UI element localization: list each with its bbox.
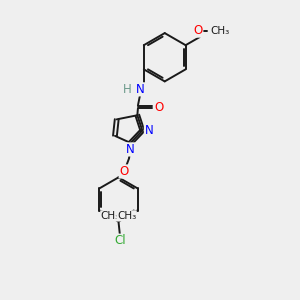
Text: N: N <box>144 124 153 137</box>
Text: O: O <box>154 100 163 113</box>
Text: CH₃: CH₃ <box>117 211 136 221</box>
Text: O: O <box>194 24 203 37</box>
Text: CH₃: CH₃ <box>101 211 120 221</box>
Text: N: N <box>126 143 135 156</box>
Text: Cl: Cl <box>114 234 126 247</box>
Text: O: O <box>119 165 128 178</box>
Text: N: N <box>136 83 145 96</box>
Text: H: H <box>123 83 132 96</box>
Text: CH₃: CH₃ <box>211 26 230 36</box>
